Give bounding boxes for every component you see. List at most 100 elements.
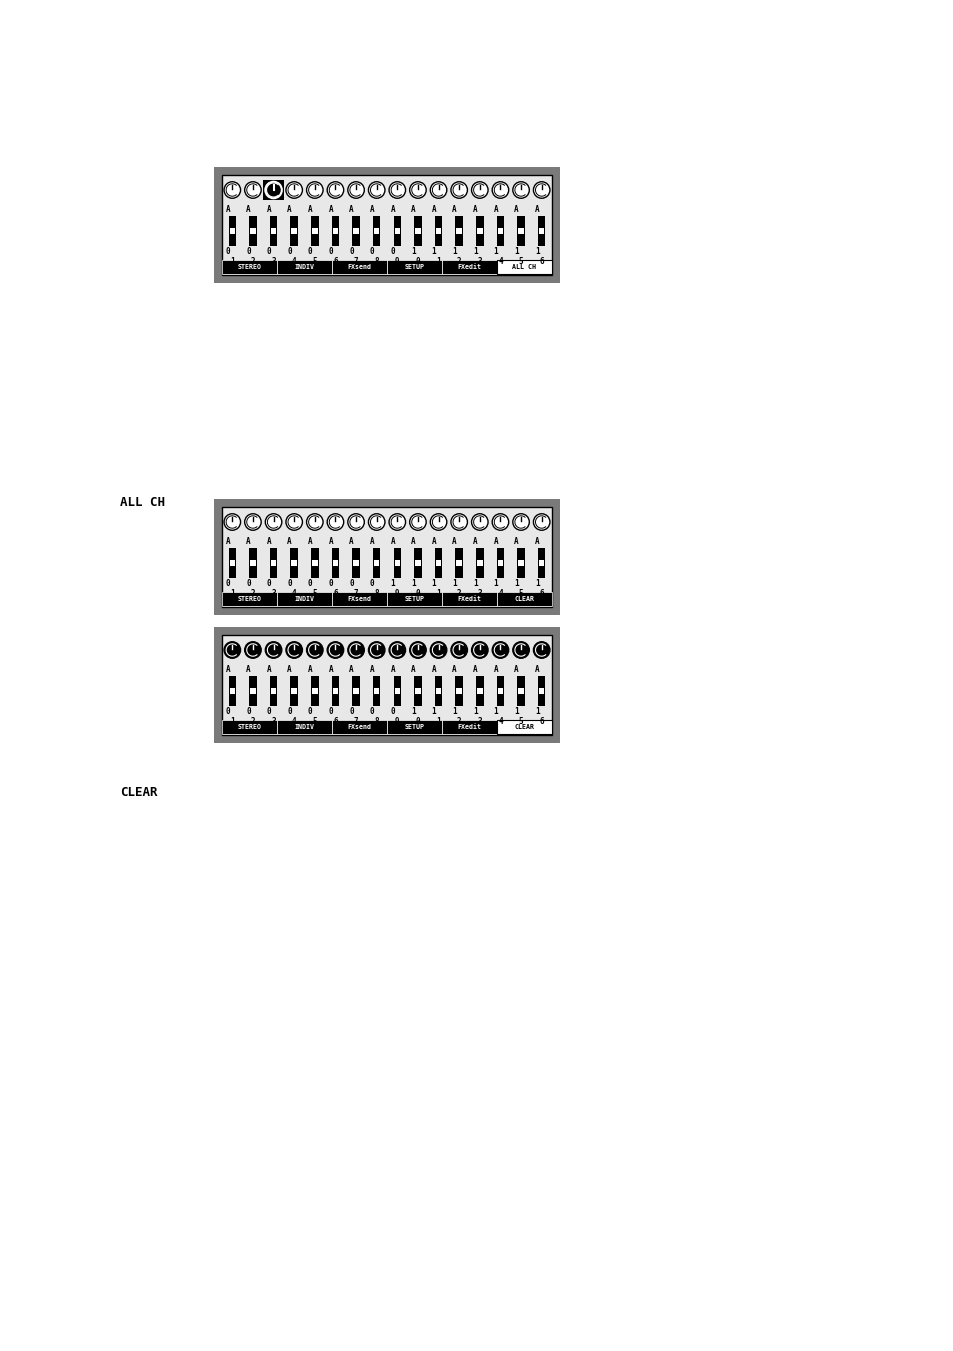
Text: A: A: [370, 536, 375, 546]
Text: A: A: [349, 665, 354, 674]
Text: 4: 4: [292, 589, 296, 597]
Text: 8: 8: [374, 716, 378, 725]
Text: 6: 6: [538, 589, 543, 597]
Bar: [497, 688, 502, 693]
Text: 6: 6: [538, 257, 543, 266]
Text: 8: 8: [374, 257, 378, 266]
Text: A: A: [246, 665, 251, 674]
Bar: [456, 688, 461, 693]
Text: A: A: [452, 665, 456, 674]
Text: A: A: [246, 536, 251, 546]
Text: 0: 0: [287, 707, 292, 716]
Bar: [333, 688, 337, 693]
Circle shape: [513, 513, 529, 530]
Text: A: A: [328, 536, 333, 546]
Bar: [476, 561, 482, 566]
Circle shape: [306, 513, 323, 530]
Bar: [497, 216, 503, 246]
Bar: [250, 688, 255, 693]
Text: A: A: [432, 204, 436, 213]
Text: A: A: [308, 665, 313, 674]
Circle shape: [471, 513, 488, 530]
Text: 9: 9: [395, 589, 399, 597]
Circle shape: [451, 182, 467, 199]
Circle shape: [327, 182, 343, 199]
Bar: [332, 676, 339, 707]
Text: 0: 0: [349, 707, 354, 716]
Circle shape: [265, 513, 281, 530]
Circle shape: [409, 182, 426, 199]
Text: 1: 1: [436, 257, 440, 266]
Text: 1: 1: [230, 257, 234, 266]
Circle shape: [451, 642, 467, 658]
Text: 2: 2: [456, 716, 461, 725]
Bar: [435, 549, 442, 578]
Text: 1: 1: [514, 578, 518, 588]
Text: A: A: [287, 536, 292, 546]
Bar: [353, 228, 358, 234]
Bar: [456, 228, 461, 234]
Text: 5: 5: [313, 716, 316, 725]
Text: A: A: [452, 204, 456, 213]
Bar: [497, 259, 552, 274]
Circle shape: [368, 642, 384, 658]
Text: A: A: [308, 536, 313, 546]
Text: 4: 4: [497, 716, 502, 725]
Text: A: A: [535, 665, 538, 674]
Circle shape: [224, 182, 240, 199]
Text: A: A: [514, 665, 518, 674]
Bar: [332, 259, 387, 274]
Text: A: A: [328, 204, 333, 213]
Text: 0: 0: [328, 707, 333, 716]
Bar: [456, 561, 461, 566]
Bar: [517, 561, 523, 566]
Text: 8: 8: [374, 589, 378, 597]
Text: 0: 0: [390, 246, 395, 255]
Bar: [415, 228, 420, 234]
Bar: [270, 549, 277, 578]
Text: 4: 4: [292, 257, 296, 266]
Text: 1: 1: [411, 246, 416, 255]
Text: 1: 1: [535, 246, 538, 255]
Bar: [497, 228, 502, 234]
Text: A: A: [267, 204, 271, 213]
Bar: [229, 216, 235, 246]
Bar: [517, 549, 524, 578]
Circle shape: [430, 642, 446, 658]
Bar: [435, 216, 442, 246]
Text: 1: 1: [535, 578, 538, 588]
Text: 5: 5: [518, 716, 523, 725]
Text: 1: 1: [493, 246, 497, 255]
Bar: [476, 228, 482, 234]
Text: A: A: [390, 204, 395, 213]
Text: A: A: [452, 536, 456, 546]
Text: A: A: [370, 665, 375, 674]
Text: INDIV: INDIV: [294, 724, 314, 730]
Bar: [476, 216, 483, 246]
Text: 1: 1: [432, 246, 436, 255]
Circle shape: [492, 182, 508, 199]
Text: 0: 0: [308, 246, 313, 255]
Bar: [270, 216, 277, 246]
Bar: [455, 676, 462, 707]
Text: 5: 5: [313, 257, 316, 266]
Text: ALL CH: ALL CH: [120, 497, 165, 509]
Text: 3: 3: [477, 589, 481, 597]
Text: 0: 0: [267, 246, 271, 255]
Text: A: A: [267, 665, 271, 674]
Text: 3: 3: [271, 716, 275, 725]
Text: 2: 2: [251, 716, 255, 725]
Text: 2: 2: [251, 257, 255, 266]
Bar: [230, 561, 234, 566]
Bar: [276, 259, 332, 274]
Text: FXsend: FXsend: [347, 596, 371, 603]
Bar: [394, 676, 400, 707]
Bar: [395, 688, 399, 693]
Text: 1: 1: [493, 578, 497, 588]
Bar: [249, 549, 256, 578]
Text: 0: 0: [349, 246, 354, 255]
Circle shape: [348, 642, 364, 658]
Text: ALL CH: ALL CH: [512, 263, 536, 270]
Bar: [276, 720, 332, 734]
Bar: [249, 216, 256, 246]
